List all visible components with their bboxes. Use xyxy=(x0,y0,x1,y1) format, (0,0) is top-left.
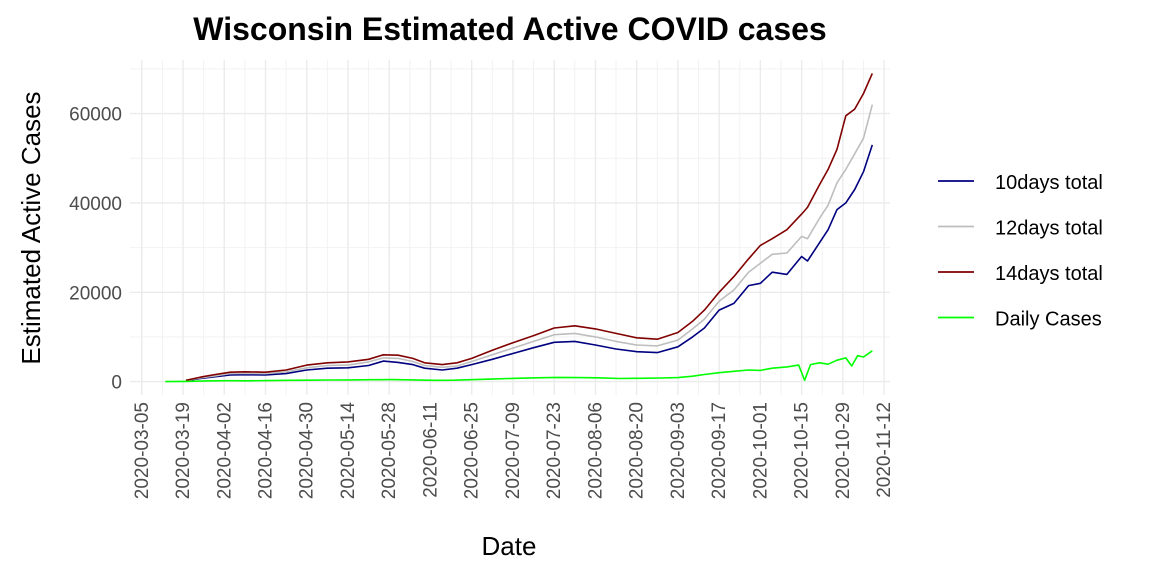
x-tick-label: 2020-03-19 xyxy=(173,402,194,499)
y-tick-label: 40000 xyxy=(69,194,122,215)
x-axis-ticks: 2020-03-05 2020-03-19 2020-04-02 2020-04-16… xyxy=(132,402,895,500)
x-tick-label: 2020-04-30 xyxy=(297,402,318,499)
chart-title: Wisconsin Estimated Active COVID cases xyxy=(193,11,826,47)
y-tick-label: 0 xyxy=(111,373,122,394)
legend-label: 10days total xyxy=(995,172,1103,194)
y-axis-title: Estimated Active Cases xyxy=(16,91,46,364)
x-tick-label: 2020-10-01 xyxy=(750,402,771,499)
series-line-daily-cases xyxy=(165,350,873,383)
x-tick-label: 2020-04-02 xyxy=(214,402,235,499)
x-tick-label: 2020-09-03 xyxy=(668,402,689,499)
legend-label: 12days total xyxy=(995,218,1103,240)
x-tick-label: 2020-05-28 xyxy=(379,402,400,499)
x-tick-label: 2020-08-06 xyxy=(585,402,606,499)
y-tick-label: 60000 xyxy=(69,105,122,126)
x-tick-label: 2020-10-29 xyxy=(833,402,854,499)
x-tick-label: 2020-07-09 xyxy=(503,402,524,499)
series-line-12days-total xyxy=(185,104,874,382)
x-tick-label: 2020-06-11 xyxy=(420,402,441,498)
x-tick-label: 2020-11-12 xyxy=(874,402,895,498)
plot-series xyxy=(165,73,874,383)
legend: 10days total 12days total 14days total Dail… xyxy=(938,172,1103,331)
legend-label: Daily Cases xyxy=(995,309,1102,331)
series-line-14days-total xyxy=(185,73,874,382)
x-tick-label: 2020-07-23 xyxy=(544,402,565,499)
series-line-10days-total xyxy=(185,144,874,382)
x-tick-label: 2020-06-25 xyxy=(462,402,483,499)
plot-grid xyxy=(130,60,890,395)
x-tick-label: 2020-08-20 xyxy=(627,402,648,499)
x-tick-label: 2020-04-16 xyxy=(256,402,277,499)
x-tick-label: 2020-05-14 xyxy=(338,402,359,500)
x-tick-label: 2020-10-15 xyxy=(792,402,813,499)
x-axis-title: Date xyxy=(482,531,537,561)
legend-label: 14days total xyxy=(995,263,1103,285)
x-tick-label: 2020-09-17 xyxy=(709,402,730,499)
y-axis-ticks: 0 20000 40000 60000 xyxy=(69,105,122,394)
x-tick-label: 2020-03-05 xyxy=(132,402,153,499)
y-tick-label: 20000 xyxy=(69,283,122,304)
